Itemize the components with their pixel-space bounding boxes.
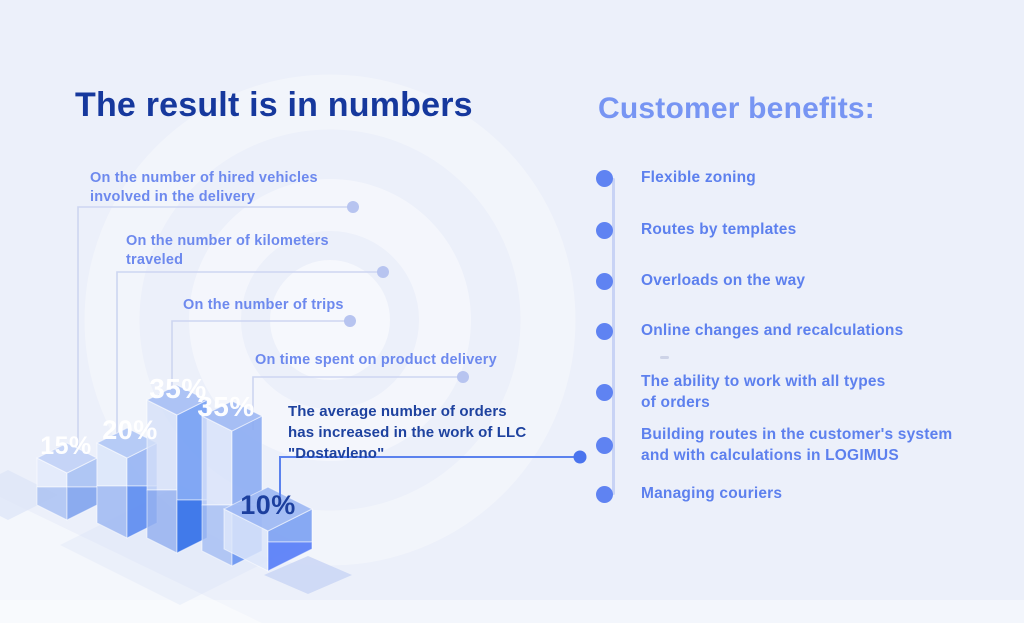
benefit-label: Managing couriers — [641, 485, 783, 502]
concentric-rings-decoration — [84, 74, 576, 566]
connector-line-1 — [77, 206, 353, 450]
diagonal-band-decoration — [0, 497, 262, 623]
benefit-item-managing-couriers: Managing couriers — [596, 484, 782, 505]
benefit-item-online-changes: Online changes and recalculations — [596, 321, 903, 342]
highlight-connector-dot — [573, 450, 587, 464]
metric-connector-dots — [344, 201, 469, 383]
metric-label-delivery-time: On time spent on product delivery — [255, 352, 497, 368]
connector-dot-2 — [377, 266, 389, 278]
benefits-timeline-line — [612, 178, 615, 495]
bar-20-percent — [95, 427, 159, 539]
bar-35-percent-b — [200, 400, 264, 567]
isometric-bars — [35, 384, 314, 572]
benefit-label: Building routes in the customer's system… — [641, 426, 953, 464]
left-section-title: The result is in numbers — [75, 86, 473, 124]
bar-value-label-15: 15% — [40, 432, 92, 460]
highlight-note: The average number of orders has increas… — [288, 403, 527, 462]
connector-line-3 — [171, 320, 350, 394]
bar-15-percent — [35, 442, 99, 521]
benefit-label: Routes by templates — [641, 221, 797, 238]
benefit-item-routes-templates: Routes by templates — [596, 220, 796, 241]
bullet-dot-icon — [596, 437, 613, 455]
bullet-dot-icon — [596, 485, 613, 503]
connector-dot-4 — [457, 371, 469, 383]
bar-10-percent — [222, 486, 314, 572]
bullet-dot-icon — [596, 169, 613, 187]
small-dash-decoration — [660, 356, 669, 359]
highlight-connector-line — [279, 456, 577, 498]
benefit-label: Online changes and recalculations — [641, 322, 904, 339]
bullet-dot-icon — [596, 272, 613, 290]
right-section-title: Customer benefits: — [598, 92, 875, 125]
bullet-dot-icon — [596, 384, 613, 402]
benefit-label: Flexible zoning — [641, 169, 756, 186]
bottom-strip-decoration — [0, 600, 1024, 623]
connector-line-2 — [116, 271, 383, 440]
connector-dot-3 — [344, 315, 356, 327]
bullet-dot-icon — [596, 322, 613, 340]
bar-value-label-35b: 35% — [197, 391, 255, 422]
bar-35-percent-a — [145, 384, 209, 554]
benefit-item-all-order-types: The ability to work with all types of or… — [596, 372, 886, 413]
bar-value-label-20: 20% — [102, 415, 158, 445]
connector-dot-1 — [347, 201, 359, 213]
benefit-item-building-routes: Building routes in the customer's system… — [596, 425, 952, 466]
metric-label-trips: On the number of trips — [183, 297, 344, 313]
benefit-label: The ability to work with all types of or… — [641, 373, 886, 411]
metric-label-kilometers: On the number of kilometers traveled — [126, 233, 329, 269]
bullet-dot-icon — [596, 221, 613, 239]
metric-label-hired-vehicles: On the number of hired vehicles involved… — [90, 170, 318, 206]
benefit-item-flexible-zoning: Flexible zoning — [596, 168, 756, 189]
bar-value-label-10: 10% — [240, 490, 296, 520]
benefit-label: Overloads on the way — [641, 272, 806, 289]
bar-value-label-35a: 35% — [149, 373, 207, 404]
benefit-item-overloads: Overloads on the way — [596, 271, 805, 292]
